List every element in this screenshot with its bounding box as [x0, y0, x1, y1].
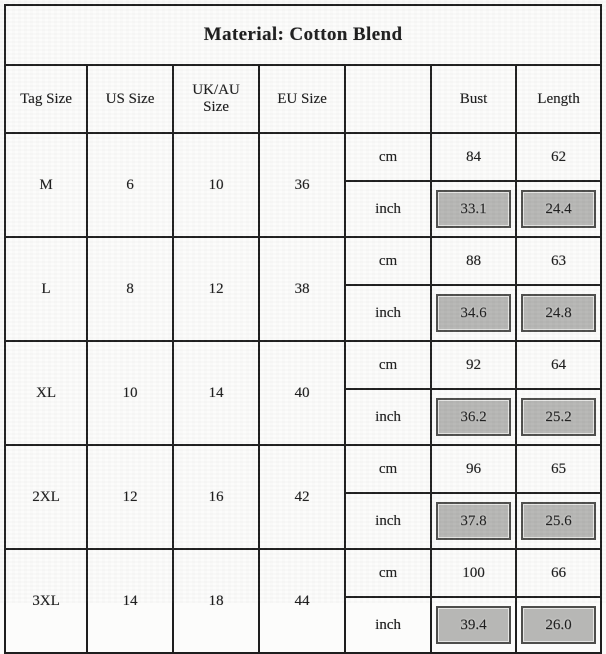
table-row: L 8 12 38 cm 88 63 [4, 236, 603, 342]
bust-inch-cell: 34.6 [430, 284, 517, 342]
table-row: 3XL 14 18 44 cm 100 66 [4, 548, 603, 654]
length-inch-value: 24.8 [521, 294, 597, 332]
unit-inch-label: inch [344, 284, 432, 342]
bust-inch-value: 34.6 [436, 294, 511, 332]
us-size-cell: 6 [86, 132, 174, 238]
table-row: inch 34.6 24.8 [5, 284, 603, 342]
length-inch-value: 25.6 [521, 502, 597, 540]
length-inch-cell: 24.4 [514, 180, 603, 238]
col-header-length: Length [514, 64, 603, 134]
col-header-unit [344, 64, 432, 134]
table-row: inch 37.8 25.6 [5, 492, 603, 550]
length-cm-value: 63 [514, 236, 603, 286]
us-size-cell: 12 [86, 444, 174, 550]
length-inch-value: 25.2 [521, 398, 597, 436]
bust-inch-cell: 33.1 [430, 180, 517, 238]
col-header-ukau-size: UK/AU Size [172, 64, 260, 134]
table-row: inch 33.1 24.4 [5, 180, 603, 238]
length-inch-value: 26.0 [521, 606, 597, 644]
tag-size-cell: XL [4, 340, 88, 446]
tag-size-cell: 2XL [4, 444, 88, 550]
col-header-us-size: US Size [86, 64, 174, 134]
material-row: Material: Cotton Blend [3, 4, 603, 66]
unit-inch-label: inch [344, 492, 432, 550]
eu-size-cell: 42 [258, 444, 346, 550]
ukau-size-cell: 18 [172, 548, 260, 654]
ukau-size-cell: 12 [172, 236, 260, 342]
bust-inch-value: 37.8 [436, 502, 511, 540]
length-inch-cell: 24.8 [514, 284, 603, 342]
eu-size-cell: 38 [258, 236, 346, 342]
bust-inch-cell: 36.2 [430, 388, 517, 446]
bust-cm-value: 96 [430, 444, 517, 494]
bust-inch-value: 39.4 [436, 606, 511, 644]
tag-size-cell: 3XL [4, 548, 88, 654]
table-row: XL 10 14 40 cm 92 64 [4, 340, 603, 446]
header-row: Tag Size US Size UK/AU Size EU Size Bust… [4, 64, 603, 134]
bust-cm-value: 88 [430, 236, 517, 286]
unit-cm-label: cm [344, 236, 432, 286]
ukau-size-cell: 16 [172, 444, 260, 550]
us-size-cell: 8 [86, 236, 174, 342]
size-chart-table: Material: Cotton Blend Tag Size US Size … [3, 4, 603, 654]
ukau-size-cell: 14 [172, 340, 260, 446]
us-size-cell: 10 [86, 340, 174, 446]
bust-cm-value: 100 [430, 548, 517, 598]
col-header-tag-size: Tag Size [4, 64, 88, 134]
length-inch-cell: 26.0 [514, 596, 603, 654]
unit-cm-label: cm [344, 132, 432, 182]
unit-inch-label: inch [344, 596, 432, 654]
unit-inch-label: inch [344, 388, 432, 446]
unit-cm-label: cm [344, 444, 432, 494]
ukau-size-cell: 10 [172, 132, 260, 238]
bust-inch-cell: 37.8 [430, 492, 517, 550]
us-size-cell: 14 [86, 548, 174, 654]
table-row: M 6 10 36 cm 84 62 [4, 132, 603, 238]
length-inch-cell: 25.2 [514, 388, 603, 446]
eu-size-cell: 44 [258, 548, 346, 654]
length-inch-cell: 25.6 [514, 492, 603, 550]
length-cm-value: 62 [514, 132, 603, 182]
bust-cm-value: 92 [430, 340, 517, 390]
bust-inch-value: 36.2 [436, 398, 511, 436]
col-header-eu-size: EU Size [258, 64, 346, 134]
length-cm-value: 65 [514, 444, 603, 494]
table-row: inch 36.2 25.2 [5, 388, 603, 446]
bust-inch-value: 33.1 [436, 190, 511, 228]
unit-cm-label: cm [344, 548, 432, 598]
tag-size-cell: M [4, 132, 88, 238]
length-inch-value: 24.4 [521, 190, 597, 228]
unit-inch-label: inch [344, 180, 432, 238]
length-cm-value: 66 [514, 548, 603, 598]
bust-inch-cell: 39.4 [430, 596, 517, 654]
bust-cm-value: 84 [430, 132, 517, 182]
tag-size-cell: L [4, 236, 88, 342]
eu-size-cell: 36 [258, 132, 346, 238]
eu-size-cell: 40 [258, 340, 346, 446]
col-header-bust: Bust [430, 64, 517, 134]
material-title: Material: Cotton Blend [3, 4, 603, 66]
length-cm-value: 64 [514, 340, 603, 390]
table-row: 2XL 12 16 42 cm 96 65 [4, 444, 603, 550]
unit-cm-label: cm [344, 340, 432, 390]
